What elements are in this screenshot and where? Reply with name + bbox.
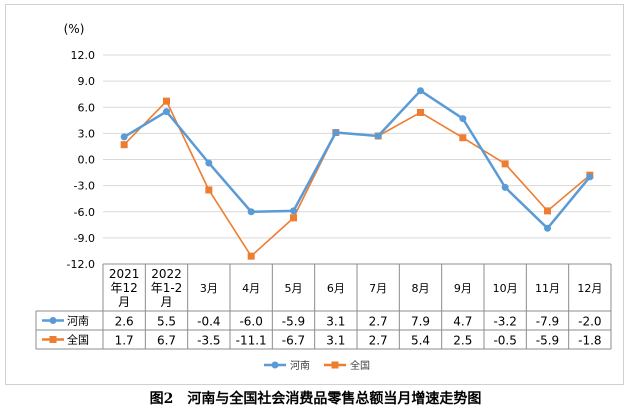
line-chart: (%) 12.0 9.0 6.0 3.0 0.0 -3.0 -6.0 -9.0 -12.0 2021… [35,22,612,372]
x-category-label: 7月 [369,282,387,295]
y-tick-label: 3.0 [78,127,96,140]
table-value: 2.7 [369,334,388,348]
legend-marker [331,361,339,369]
table-value: 1.7 [115,334,134,348]
table-legend-marker [49,317,57,324]
table-value: 3.1 [326,315,345,329]
table-value: 2.7 [369,315,388,329]
series-line [123,89,591,230]
legend-marker [271,361,279,369]
data-point [205,186,213,194]
table-value: -7.9 [536,315,559,329]
data-point [120,141,128,149]
table-value: 7.9 [411,315,430,329]
x-category-label: 年1-2 [151,281,183,295]
x-category-label: 月 [160,295,172,309]
data-point [332,129,340,137]
y-tick-label: -6.0 [74,206,95,219]
y-tick-label: -9.0 [74,232,95,245]
x-category-label: 4月 [242,282,260,295]
data-point [205,159,213,167]
x-category-label: 2022 [151,267,182,281]
y-tick-label: 12.0 [71,49,96,62]
table-value: -2.0 [578,315,601,329]
x-category-label: 8月 [412,282,430,295]
data-point [544,224,551,232]
table-value: 3.1 [326,334,345,348]
data-point [459,134,467,142]
table-value: 4.7 [453,315,472,329]
x-category-label: 2021 [109,267,140,281]
y-tick-label: 0.0 [78,154,96,167]
data-point [586,173,594,181]
x-category-label: 6月 [327,282,345,295]
table-value: 5.5 [157,315,176,329]
table-series-name: 全国 [67,333,89,347]
data-point [290,207,297,215]
x-category-label: 5月 [285,282,303,295]
data-point [290,214,297,222]
data-point [417,87,424,95]
y-tick-label: -12.0 [67,258,95,271]
x-category-label: 年12 [111,281,138,295]
table-value: 6.7 [157,334,176,348]
table-value: -3.5 [197,334,220,348]
data-point [374,132,382,140]
data-point [417,108,424,116]
table-value: -0.5 [493,334,516,348]
chart-frame: (%) 12.0 9.0 6.0 3.0 0.0 -3.0 -6.0 -9.0 -12.0 2021… [5,4,624,385]
y-axis-unit-label: (%) [64,22,85,36]
table-value: -3.2 [493,315,516,329]
data-point [501,160,509,168]
x-category-label: 3月 [200,282,218,295]
legend-label: 河南 [290,359,310,372]
x-category-label: 11月 [535,282,560,295]
y-tick-label: 9.0 [78,75,96,88]
table-value: -6.0 [239,315,262,329]
table-value: 2.5 [453,334,472,348]
data-point [501,183,509,191]
table-value: -5.9 [536,334,559,348]
x-category-label: 9月 [454,282,472,295]
data-point [247,208,255,216]
table-value: 5.4 [411,334,430,348]
x-category-label: 12月 [577,282,602,295]
legend-label: 全国 [350,359,370,372]
table-value: -6.7 [282,334,305,348]
figure-caption: 图2 河南与全国社会消费品零售总额当月增速走势图 [149,391,482,407]
data-point [459,115,467,123]
table-value: -5.9 [282,315,305,329]
data-point [163,108,170,116]
y-tick-label: 6.0 [78,101,96,114]
table-series-name: 河南 [67,315,89,328]
data-point [247,252,255,260]
series-line [123,100,591,257]
data-point [163,97,170,105]
data-point [120,133,128,141]
x-category-label: 月 [118,295,130,309]
data-point [544,207,551,215]
y-tick-label: -3.0 [74,180,95,193]
x-category-label: 10月 [493,282,518,295]
table-value: -0.4 [197,315,220,329]
table-value: -11.1 [236,334,267,348]
table-value: 2.6 [115,315,134,329]
table-value: -1.8 [578,334,601,348]
table-legend-marker [49,336,57,343]
